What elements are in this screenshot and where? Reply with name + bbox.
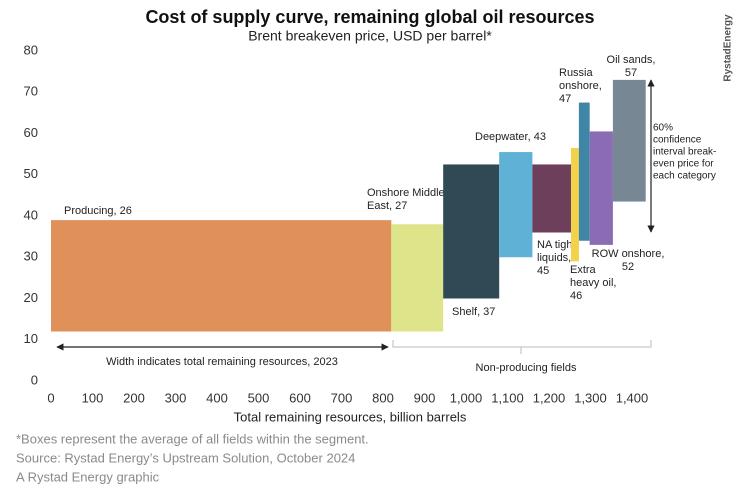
segment-label: Onshore Middle	[367, 187, 445, 199]
confidence-note: even price for	[653, 159, 714, 170]
segment-label: Producing, 26	[64, 205, 132, 217]
x-tick-label: 900	[414, 390, 436, 405]
segment-label: heavy oil,	[570, 277, 616, 289]
segment-box	[499, 152, 533, 258]
confidence-note: each category	[653, 171, 716, 182]
y-tick-label: 60	[24, 125, 38, 140]
confidence-note: confidence	[653, 135, 702, 146]
x-tick-label: 1,400	[616, 390, 649, 405]
non-producing-note: Non-producing fields	[476, 362, 577, 374]
x-tick-label: 300	[165, 390, 187, 405]
segment-label: 47	[559, 93, 571, 105]
x-tick-label: 500	[248, 390, 270, 405]
segment-label: ROW onshore,	[592, 248, 665, 260]
segment-box	[391, 224, 444, 332]
segment-box	[443, 164, 500, 299]
y-tick-label: 70	[24, 84, 38, 99]
y-tick-label: 0	[31, 372, 38, 387]
segment-box	[612, 79, 646, 202]
y-tick-label: 80	[24, 42, 38, 57]
x-tick-label: 1,200	[533, 390, 566, 405]
x-tick-label: 200	[123, 390, 145, 405]
y-tick-label: 30	[24, 249, 38, 264]
segment-box	[578, 102, 590, 241]
brand: RystadEnergy	[723, 14, 734, 82]
confidence-note: interval break-	[653, 147, 716, 158]
x-tick-label: 0	[47, 390, 54, 405]
x-tick-label: 800	[372, 390, 394, 405]
segment-label: Russia	[559, 67, 594, 79]
segment-label: Deepwater, 43	[475, 131, 546, 143]
x-tick-label: 1,100	[491, 390, 524, 405]
chart-title: Cost of supply curve, remaining global o…	[145, 7, 594, 27]
segment-label: East, 27	[367, 200, 407, 212]
x-tick-label: 1,000	[450, 390, 483, 405]
x-tick-label: 700	[331, 390, 353, 405]
x-tick-label: 1,300	[574, 390, 607, 405]
segment-box	[532, 164, 571, 233]
x-tick-label: 100	[82, 390, 104, 405]
segment-label: onshore,	[559, 80, 602, 92]
segment-label: Oil sands,	[607, 54, 656, 66]
segment-label: 52	[622, 261, 634, 273]
segment-box	[570, 147, 579, 262]
footnote: A Rystad Energy graphic	[16, 469, 160, 484]
segment-label: 45	[537, 265, 549, 277]
segment-label: 46	[570, 290, 582, 302]
y-tick-label: 50	[24, 166, 38, 181]
footnote: *Boxes represent the average of all fiel…	[16, 431, 369, 446]
y-tick-label: 10	[24, 331, 38, 346]
segment-box	[589, 131, 613, 245]
footnote: Source: Rystad Energy’s Upstream Solutio…	[16, 450, 355, 465]
segment-label: Shelf, 37	[452, 306, 495, 318]
width-note: Width indicates total remaining resource…	[106, 356, 338, 368]
segment-label: Extra	[570, 264, 597, 276]
x-tick-label: 600	[289, 390, 311, 405]
segment-label: 57	[625, 67, 637, 79]
y-tick-label: 40	[24, 207, 38, 222]
segment-box	[51, 220, 392, 332]
y-tick-label: 20	[24, 290, 38, 305]
segment-label: NA tight	[537, 239, 576, 251]
chart-subtitle: Brent breakeven price, USD per barrel*	[248, 28, 492, 44]
confidence-note: 60%	[653, 123, 673, 134]
non-producing-bracket	[392, 340, 652, 354]
x-axis-label: Total remaining resources, billion barre…	[234, 409, 467, 424]
segment-label: liquids,	[537, 252, 571, 264]
x-tick-label: 400	[206, 390, 228, 405]
